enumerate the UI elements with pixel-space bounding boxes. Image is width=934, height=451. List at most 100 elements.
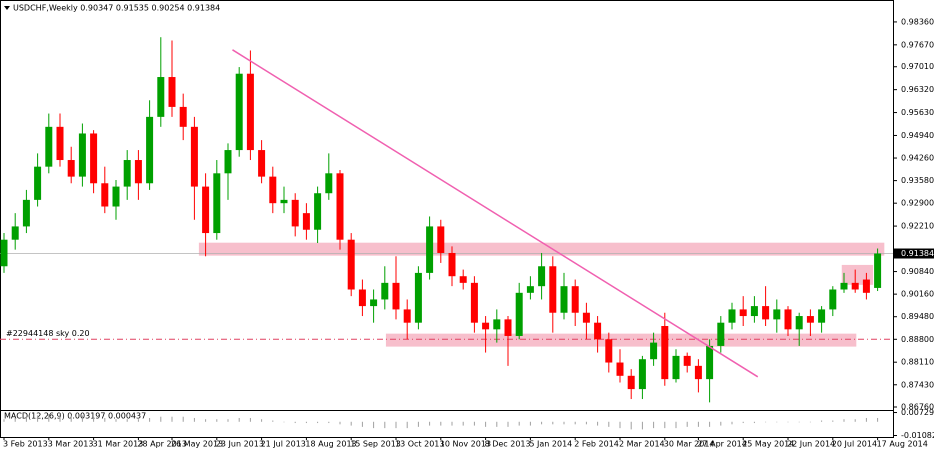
macd-bar [451,421,453,426]
candle-body [650,342,658,360]
candle-body [168,77,176,107]
y-tick-label: 0.97670 [901,40,934,49]
candle-body [258,150,266,177]
macd-bar [720,421,722,426]
candle-body [493,319,501,330]
candle-body [795,316,803,330]
macd-tick-label: 0.00729 [901,408,934,417]
candle-body [560,286,568,313]
macd-bar [485,421,487,427]
macd-bar [417,421,419,427]
macd-bar [809,421,811,423]
candle-body [840,282,848,290]
candle-body [739,309,747,317]
trend-line [232,49,759,378]
macd-bar [675,421,677,429]
candle-body [45,126,53,167]
candle-body [280,199,288,204]
y-tick-label: 0.86760 [901,403,934,412]
macd-bar [373,421,375,429]
macd-bar [3,419,5,422]
x-tick-label: 3 Mar 2013 [48,440,94,449]
candle-body [123,160,131,187]
macd-bar [865,417,867,422]
macd-bar [249,417,251,422]
x-tick-label: 15 Sep 2013 [350,440,401,449]
level-label: #22944148 sky 0.20 [6,329,90,338]
macd-bar [59,414,61,422]
macd-bar [317,421,319,424]
candle-body [482,322,490,330]
macd-bar [563,421,565,425]
candle-body [437,226,445,253]
x-tick-label: 3 Feb 2013 [3,440,48,449]
candle-body [11,226,19,240]
macd-bar [686,421,688,427]
macd-bar [227,419,229,422]
candle-body [638,359,646,390]
candle-body [146,116,154,184]
macd-bar [473,421,475,426]
x-tick-label: 2 Feb 2014 [574,440,619,449]
macd-bar [137,419,139,422]
macd-bar [48,414,50,422]
macd-bar [283,421,285,423]
y-tick-label: 0.96320 [901,85,934,94]
y-tick-label: 0.88110 [901,358,934,367]
candle-body [78,133,86,177]
macd-bar [70,415,72,422]
candle-body [336,173,344,240]
macd-bar [171,416,173,422]
macd-tick-label: -0.01082 [901,431,934,440]
candle-body [235,73,243,151]
x-tick-label: 5 Jan 2014 [529,440,572,449]
candle-body [750,306,758,317]
macd-bar [697,421,699,427]
candle-body [403,309,411,323]
macd-bar [529,421,531,426]
candle-body [504,319,512,336]
macd-bar [193,417,195,422]
macd-bar [653,421,655,429]
macd-bar [641,421,643,430]
macd-bar [664,421,666,429]
y-tick-label: 0.90160 [901,290,934,299]
candle-body [202,186,210,234]
candle-body [347,239,355,290]
candle-body [22,199,30,227]
candle-body [672,355,680,380]
x-tick-label: 26 May 2013 [171,440,223,449]
x-tick-label: 13 Oct 2013 [395,440,444,449]
macd-bar [798,421,800,423]
candle-body [414,272,422,323]
y-tick-label: 0.94940 [901,131,934,140]
candle-body [605,339,613,363]
x-tick-label: 20 Jul 2014 [832,440,877,449]
candle-body [717,322,725,346]
support-zone [198,242,885,256]
macd-bar [552,421,554,425]
macd-bar [832,420,834,422]
price-label: 0.91384 [901,249,934,258]
macd-bar [14,417,16,422]
macd-bar [294,421,296,424]
x-tick-label: 8 Dec 2013 [485,440,531,449]
x-tick-label: 27 Apr 2014 [697,440,746,449]
x-tick-label: 23 Jun 2013 [216,440,264,449]
x-tick-label: 22 Jun 2014 [787,440,835,449]
candle-body [784,309,792,330]
candle-body [90,133,98,184]
macd-bar [877,417,879,422]
support-zone [385,333,857,347]
candle-body [269,176,277,204]
macd-bar [305,421,307,424]
macd-bar [261,419,263,422]
candle-body [549,266,557,313]
macd-bar [507,421,509,427]
macd-bar [821,420,823,422]
y-tick-label: 0.95630 [901,108,934,117]
candle-body [515,292,523,336]
candle-body [571,286,579,313]
chart-title: USDCHF,Weekly 0.90347 0.91535 0.90254 0.… [13,4,220,13]
